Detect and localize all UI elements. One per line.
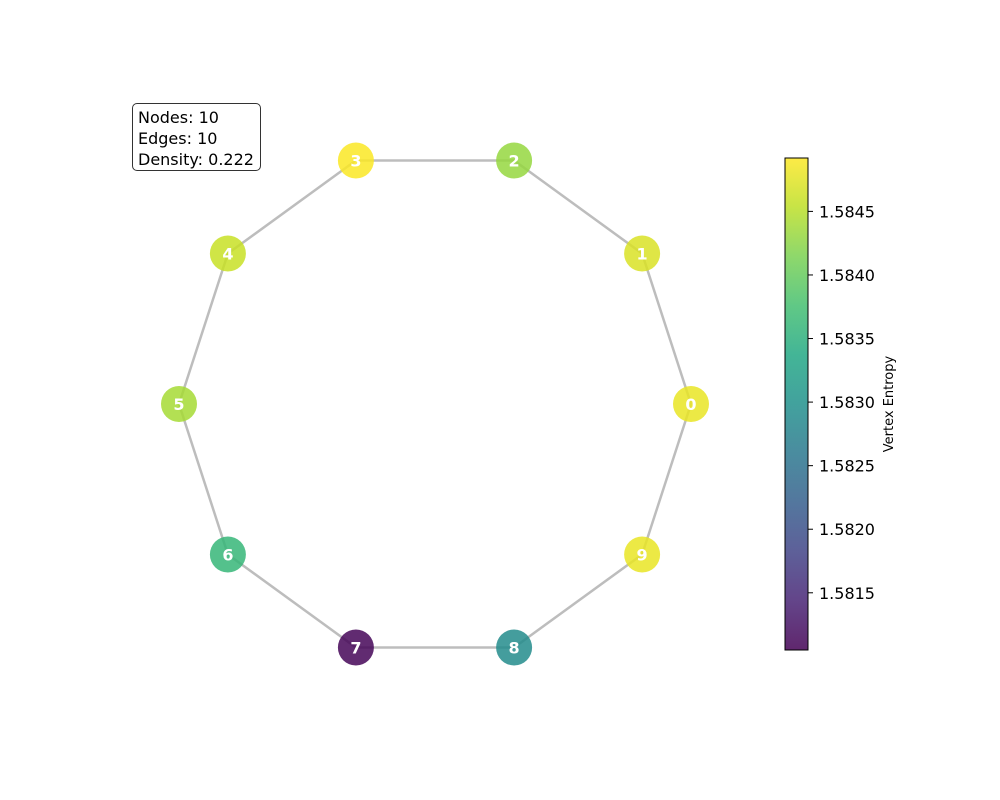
node-label-8: 8 <box>509 638 520 657</box>
colorbar-tick-label-0: 1.5815 <box>819 584 875 603</box>
node-5: 5 <box>161 386 197 422</box>
colorbar-tick-label-5: 1.5840 <box>819 266 875 285</box>
density-value: Density: 0.222 <box>138 150 254 169</box>
node-9: 9 <box>624 536 661 573</box>
node-7: 7 <box>337 629 374 666</box>
node-circle-7 <box>337 629 374 666</box>
node-3: 3 <box>337 142 374 179</box>
node-label-9: 9 <box>637 545 648 564</box>
node-circle-0 <box>673 386 709 422</box>
node-circle-6 <box>209 536 246 573</box>
node-1: 1 <box>624 235 661 272</box>
node-label-1: 1 <box>637 245 648 264</box>
edge-6-7 <box>227 553 357 649</box>
node-circle-1 <box>624 235 661 272</box>
node-6: 6 <box>209 536 246 573</box>
colorbar-ticks: 1.5815 1.5820 1.5825 1.5830 1.5835 1.5840 1.58… <box>808 202 875 603</box>
colorbar-tick-label-2: 1.5825 <box>819 457 875 476</box>
node-circle-3 <box>337 142 374 179</box>
node-label-4: 4 <box>222 245 233 264</box>
node-circle-5 <box>161 386 197 422</box>
edge-0-1 <box>640 253 693 405</box>
node-0: 0 <box>673 386 709 422</box>
nodes-layer: 0 1 2 3 4 5 6 7 8 9 <box>161 142 709 666</box>
colorbar-label: Vertex Entropy <box>882 355 897 452</box>
nodes-count: Nodes: 10 <box>138 108 219 127</box>
node-circle-4 <box>209 235 246 272</box>
colorbar-tick-label-1: 1.5820 <box>819 520 875 539</box>
colorbar-scale <box>785 158 808 650</box>
colorbar-tick-label-6: 1.5845 <box>819 202 875 221</box>
edge-3-4 <box>227 159 357 255</box>
node-label-7: 7 <box>350 638 361 657</box>
edge-8-9 <box>513 553 643 649</box>
colorbar-frame <box>784 157 809 651</box>
node-label-2: 2 <box>509 152 520 171</box>
graph-stats-box: Nodes: 10 Edges: 10 Density: 0.222 <box>132 103 261 171</box>
node-label-0: 0 <box>685 395 696 414</box>
edge-9-0 <box>640 403 693 555</box>
node-label-6: 6 <box>222 545 233 564</box>
node-label-3: 3 <box>350 152 361 171</box>
edge-5-6 <box>177 403 230 555</box>
edges-layer <box>177 159 693 649</box>
edges-count: Edges: 10 <box>138 129 218 148</box>
colorbar-tick-label-4: 1.5835 <box>819 330 875 349</box>
node-4: 4 <box>209 235 246 272</box>
node-circle-2 <box>496 142 533 179</box>
edge-4-5 <box>177 253 230 405</box>
node-2: 2 <box>496 142 533 179</box>
node-circle-8 <box>496 629 533 666</box>
colorbar-tick-label-3: 1.5830 <box>819 393 875 412</box>
node-label-5: 5 <box>173 395 184 414</box>
colorbar: 1.5815 1.5820 1.5825 1.5830 1.5835 1.5840 1.58… <box>784 157 897 651</box>
edge-1-2 <box>513 159 643 255</box>
node-circle-9 <box>624 536 661 573</box>
node-8: 8 <box>496 629 533 666</box>
